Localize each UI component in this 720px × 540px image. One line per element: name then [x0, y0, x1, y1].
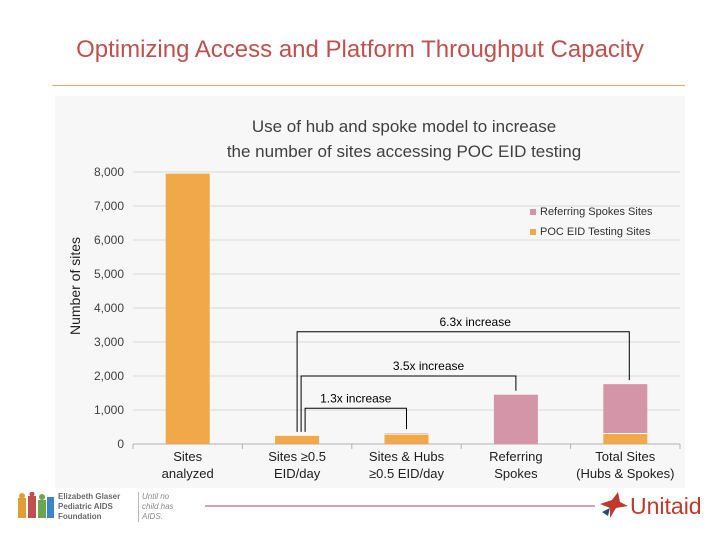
y-tick-label: 7,000 — [94, 199, 124, 213]
bar-poc-eid — [275, 435, 320, 444]
egpaf-tagline-line: Until no — [142, 492, 170, 501]
x-tick-label: Spokes — [494, 466, 538, 481]
annotation-label-bg — [426, 313, 524, 329]
egpaf-org-name: Elizabeth Glaser Pediatric AIDS Foundati… — [58, 492, 120, 522]
y-tick-label: 6,000 — [94, 233, 124, 247]
x-tick-label: EID/day — [274, 466, 321, 481]
annotation-bracket — [300, 375, 517, 432]
y-tick-label: 0 — [117, 437, 124, 451]
legend-swatch — [530, 209, 536, 215]
slide-title: Optimizing Access and Platform Throughpu… — [76, 36, 644, 63]
bar-referring-spokes — [603, 384, 648, 434]
egpaf-tagline: Until no child has AIDS. — [142, 492, 174, 522]
y-tick-label: 3,000 — [94, 335, 124, 349]
egpaf-tagline-line: child has — [142, 502, 174, 511]
y-tick-label: 2,000 — [94, 369, 124, 383]
egpaf-tagline-line: AIDS. — [142, 512, 163, 521]
annotation-bracket — [304, 407, 407, 432]
x-tick-label: Total Sites — [595, 449, 655, 464]
x-tick-label: Sites ≥0.5 — [268, 449, 326, 464]
egpaf-org-line: Foundation — [58, 512, 102, 521]
unitaid-wordmark: Unitaid — [630, 493, 702, 519]
y-tick-label: 4,000 — [94, 301, 124, 315]
footer-divider — [205, 505, 595, 507]
bar-poc-eid — [384, 434, 429, 444]
x-tick-label: Referring — [489, 449, 542, 464]
annotation-bracket — [296, 331, 630, 432]
chart-title: Use of hub and spoke model to increase — [252, 117, 556, 136]
y-tick-label: 1,000 — [94, 403, 124, 417]
egpaf-logo-mark-icon — [18, 492, 54, 518]
legend-swatch — [530, 229, 536, 235]
x-tick-label: ≥0.5 EID/day — [369, 466, 445, 481]
bar-poc-eid — [165, 173, 210, 444]
bar-referring-spokes — [384, 433, 429, 435]
annotation-label: 3.5x increase — [393, 359, 465, 373]
egpaf-logo: Elizabeth Glaser Pediatric AIDS Foundati… — [14, 490, 184, 526]
x-tick-label: Sites — [173, 449, 202, 464]
chart-title: the number of sites accessing POC EID te… — [227, 142, 581, 161]
x-tick-label: (Hubs & Spokes) — [576, 466, 674, 481]
x-tick-label: Sites & Hubs — [369, 449, 445, 464]
legend-label: POC EID Testing Sites — [540, 226, 651, 238]
annotation-label: 6.3x increase — [440, 315, 512, 329]
unitaid-bird-icon — [600, 492, 628, 518]
x-tick-label: analyzed — [162, 466, 214, 481]
annotation-label: 1.3x increase — [320, 391, 392, 405]
bar-poc-eid — [603, 433, 648, 444]
unitaid-logo: Unitaid — [598, 488, 713, 524]
y-tick-label: 8,000 — [94, 165, 124, 179]
title-divider — [52, 85, 685, 86]
annotation-label-bg — [307, 390, 405, 406]
logo-separator — [138, 492, 139, 522]
bar-referring-spokes — [493, 394, 538, 444]
annotation-label-bg — [379, 358, 478, 373]
egpaf-org-line: Elizabeth Glaser — [58, 492, 121, 501]
y-tick-label: 5,000 — [94, 267, 124, 281]
egpaf-org-line: Pediatric AIDS — [58, 502, 113, 511]
chart-panel — [55, 96, 685, 488]
y-axis-label: Number of sites — [67, 237, 83, 335]
legend-label: Referring Spokes Sites — [540, 206, 653, 218]
